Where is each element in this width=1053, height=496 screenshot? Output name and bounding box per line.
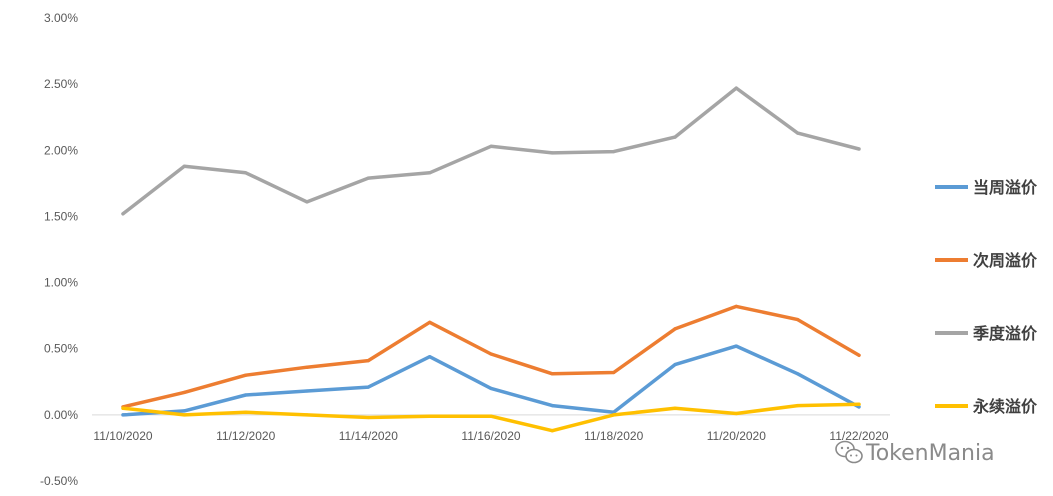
- data-point: [489, 144, 493, 148]
- data-point: [796, 372, 800, 376]
- data-point: [612, 150, 616, 154]
- watermark: TokenMania: [835, 440, 995, 466]
- data-point: [796, 318, 800, 322]
- data-point: [366, 359, 370, 363]
- data-point: [182, 390, 186, 394]
- data-point: [182, 164, 186, 168]
- data-point: [796, 131, 800, 135]
- data-point: [673, 406, 677, 410]
- data-point: [366, 385, 370, 389]
- data-point: [673, 363, 677, 367]
- x-tick-label: 11/20/2020: [707, 429, 766, 443]
- data-point: [857, 353, 861, 357]
- data-point: [489, 352, 493, 356]
- y-tick-label: 0.00%: [44, 408, 78, 422]
- data-point: [182, 413, 186, 417]
- data-point: [244, 373, 248, 377]
- data-point: [734, 344, 738, 348]
- data-point: [612, 410, 616, 414]
- data-point: [366, 176, 370, 180]
- x-tick-label: 11/16/2020: [461, 429, 520, 443]
- data-point: [366, 415, 370, 420]
- data-point: [428, 355, 432, 359]
- data-point: [305, 365, 309, 369]
- data-point: [550, 372, 554, 376]
- data-point: [121, 413, 125, 417]
- data-point: [182, 409, 186, 413]
- legend-label: 当周溢价: [973, 178, 1038, 197]
- series-line: [121, 86, 861, 216]
- data-point: [550, 404, 554, 408]
- y-tick-label: -0.50%: [40, 474, 78, 488]
- data-point: [612, 370, 616, 375]
- x-tick-label: 11/22/2020: [829, 429, 888, 443]
- x-axis-tick-labels: 11/10/2020 11/12/2020 11/14/2020 11/16/2020…: [93, 429, 888, 443]
- series-line: [121, 344, 861, 417]
- data-point: [428, 171, 432, 175]
- legend-label: 季度溢价: [972, 324, 1038, 343]
- data-point: [550, 151, 554, 155]
- watermark-text: TokenMania: [865, 441, 995, 466]
- wechat-icon: [835, 440, 863, 464]
- data-point: [244, 393, 248, 397]
- y-tick-label: 0.50%: [44, 342, 78, 356]
- data-point: [121, 406, 125, 410]
- data-point: [489, 414, 493, 418]
- data-point: [244, 171, 248, 175]
- data-point: [305, 389, 309, 393]
- data-point: [734, 411, 738, 416]
- x-tick-label: 11/14/2020: [339, 429, 398, 443]
- data-point: [428, 414, 432, 418]
- data-point: [612, 413, 616, 417]
- data-point: [734, 86, 738, 90]
- data-point: [121, 212, 125, 216]
- x-tick-label: 11/18/2020: [584, 429, 643, 443]
- y-axis-tick-labels: -0.50% 0.00% 0.50% 1.00% 1.50% 2.00% 2.50% 3.00…: [40, 11, 78, 488]
- data-point: [857, 405, 861, 409]
- data-point: [550, 429, 554, 433]
- data-point: [673, 135, 677, 139]
- data-point: [796, 404, 800, 408]
- x-tick-label: 11/12/2020: [216, 429, 275, 443]
- data-point: [428, 320, 432, 324]
- data-point: [673, 327, 677, 331]
- series-line: [121, 304, 861, 409]
- data-point: [857, 147, 861, 151]
- legend-label: 永续溢价: [972, 397, 1038, 416]
- y-tick-label: 2.50%: [44, 77, 78, 91]
- y-tick-label: 2.00%: [44, 143, 78, 157]
- data-point: [305, 200, 309, 204]
- data-point: [244, 410, 248, 414]
- data-point: [734, 304, 738, 308]
- series-lines: [121, 86, 861, 433]
- x-tick-label: 11/10/2020: [93, 429, 152, 443]
- data-point: [489, 386, 493, 390]
- data-point: [305, 413, 309, 417]
- y-tick-label: 1.00%: [44, 276, 78, 290]
- data-point: [857, 402, 861, 406]
- y-tick-label: 3.00%: [44, 11, 78, 25]
- y-tick-label: 1.50%: [44, 209, 78, 223]
- legend-label: 次周溢价: [973, 251, 1038, 270]
